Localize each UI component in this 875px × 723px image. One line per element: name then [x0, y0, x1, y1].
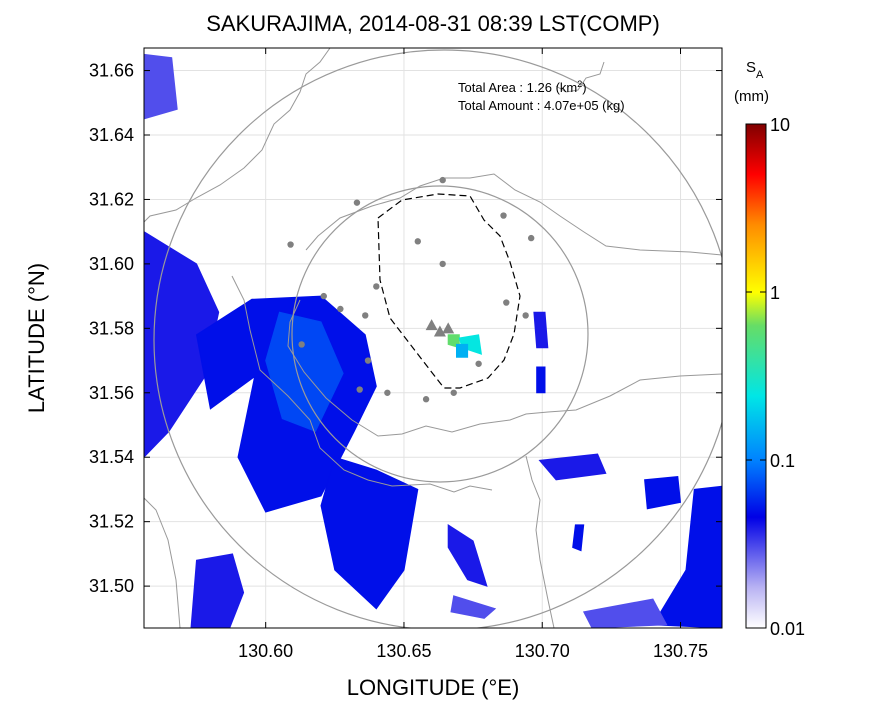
station-point [362, 312, 369, 319]
y-tick-label: 31.64 [89, 125, 134, 145]
station-point [414, 238, 421, 245]
monitoring-stations [287, 176, 535, 403]
echo-region [447, 523, 488, 587]
ash-echo-layer [144, 53, 722, 628]
plot-frame [143, 47, 723, 629]
station-point [450, 389, 457, 396]
station-point [287, 241, 294, 248]
crater-triangle [433, 325, 446, 337]
total-amount-annotation: Total Amount : 4.07e+05 (kg) [458, 98, 625, 113]
echo-region [652, 485, 722, 628]
echo-region [450, 595, 497, 619]
station-point [500, 212, 507, 219]
y-tick-label: 31.58 [89, 318, 134, 338]
station-point [439, 176, 446, 184]
y-tick-label: 31.66 [89, 61, 134, 81]
y-tick-label: 31.52 [89, 512, 134, 532]
station-point [356, 386, 363, 393]
echo-region [644, 476, 682, 510]
x-axis-ticks: 130.60 130.65 130.70 130.75 [238, 48, 708, 661]
colorbar-ticks: 10 1 0.1 0.01 [746, 115, 805, 639]
y-tick-label: 31.62 [89, 189, 134, 209]
station-point [353, 199, 361, 206]
echo-region [533, 311, 549, 349]
echo-region [190, 553, 245, 628]
colorbar-tick-label: 0.01 [770, 619, 805, 639]
colorbar [745, 123, 767, 629]
station-point [475, 360, 482, 367]
y-tick-label: 31.50 [89, 576, 134, 596]
station-point [422, 396, 430, 403]
station-point [527, 234, 535, 242]
colorbar-tick-label: 10 [770, 115, 790, 135]
station-point [298, 341, 305, 348]
station-point [503, 299, 510, 306]
station-point [320, 292, 327, 300]
y-axis-ticks: 31.50 31.52 31.54 31.56 31.58 31.60 31.62 31.64… [89, 61, 722, 596]
echo-region [320, 456, 419, 610]
x-tick-label: 130.75 [653, 641, 708, 661]
x-tick-label: 130.60 [238, 641, 293, 661]
y-tick-label: 31.56 [89, 383, 134, 403]
y-tick-label: 31.54 [89, 447, 134, 467]
station-point [384, 389, 391, 396]
crater-markers [425, 319, 455, 337]
station-point [522, 312, 529, 319]
echo-region [538, 453, 607, 481]
range-rings [153, 49, 722, 628]
colorbar-unit: (mm) [734, 88, 769, 105]
total-area-annotation: Total Area : 1.26 (km2) [458, 79, 587, 95]
x-axis-label: LONGITUDE (°E) [347, 675, 520, 700]
station-point [439, 260, 446, 268]
echo-region [582, 598, 668, 628]
colorbar-tick-label: 1 [770, 283, 780, 303]
echo-region [456, 343, 469, 358]
coastline [144, 48, 722, 628]
colorbar-tick-label: 0.1 [770, 451, 795, 471]
echo-region [536, 366, 546, 394]
station-point [364, 357, 372, 364]
echo-region [572, 524, 585, 552]
colorbar-label: SA [746, 59, 764, 81]
echo-region [144, 53, 178, 120]
y-axis-label: LATITUDE (°N) [24, 263, 49, 413]
crater-boundary [377, 193, 521, 389]
x-tick-label: 130.70 [515, 641, 570, 661]
crater-triangle [442, 322, 455, 334]
station-point [373, 283, 380, 290]
station-point [337, 305, 344, 313]
crater-triangle [425, 319, 438, 331]
chart-title: SAKURAJIMA, 2014-08-31 08:39 LST(COMP) [206, 11, 660, 36]
x-tick-label: 130.65 [376, 641, 431, 661]
y-tick-label: 31.60 [89, 254, 134, 274]
